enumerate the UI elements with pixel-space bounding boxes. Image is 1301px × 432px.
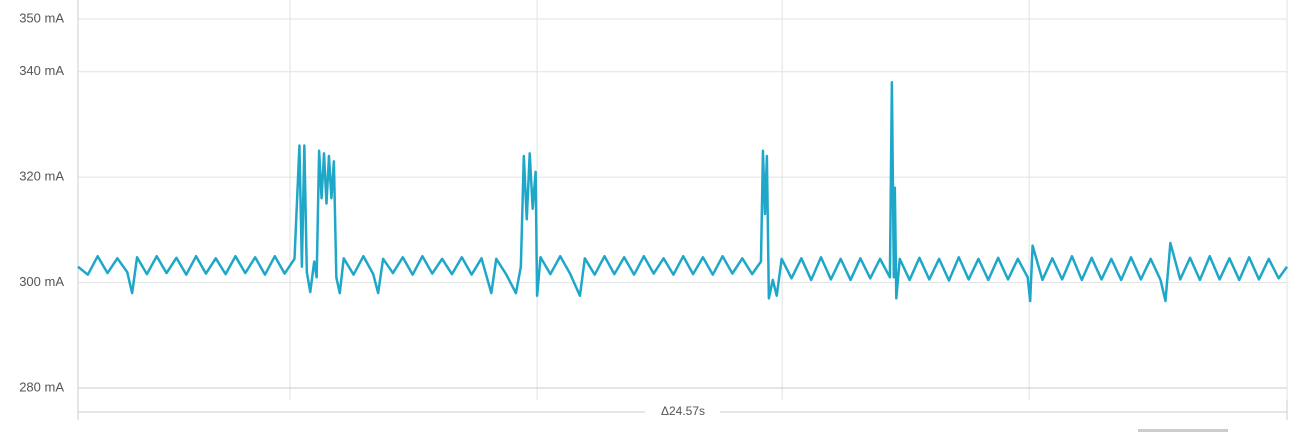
y-tick-label: 300 mA (19, 274, 64, 289)
y-tick-label: 320 mA (19, 169, 64, 184)
series-line (77, 81, 1289, 303)
y-tick-label: 350 mA (19, 10, 64, 25)
y-tick-label: 340 mA (19, 63, 64, 78)
y-tick-label: 280 mA (19, 379, 64, 394)
scrollbar[interactable] (1138, 429, 1228, 432)
span-label: Δ24.57s (661, 404, 705, 418)
